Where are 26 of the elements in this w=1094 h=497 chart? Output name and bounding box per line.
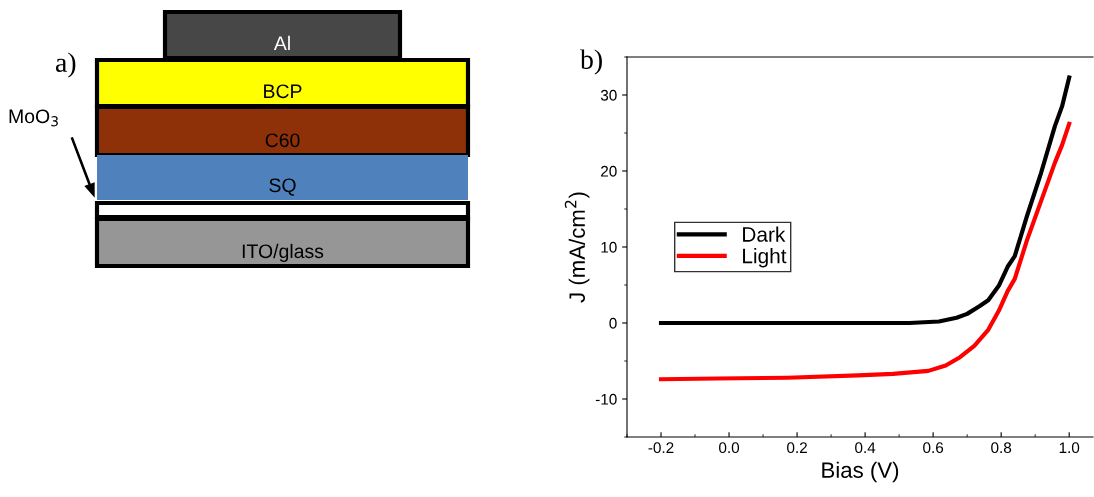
y-tick-label: 30 [600,89,617,101]
text: SQ [269,178,296,196]
x-tick-label: 0.6 [923,442,944,454]
legend-label: Dark [743,226,786,242]
y-tick-label: 20 [601,165,617,177]
text: Al [273,35,290,50]
line-series [658,121,1072,382]
x-axis-title: Bias (V) [822,461,899,483]
text: C60 [265,133,300,148]
line-series [658,75,1072,326]
y-axis-title: J (mA/cm$^{2}$) [564,192,590,303]
x-tick-label: 1.0 [1059,442,1080,454]
y-tick-label: 10 [601,241,617,253]
y-tick-label: -10 [595,393,617,405]
text: MoO$_{3}$ [9,109,58,127]
y-tick-label: 0 [609,317,617,329]
x-tick-label: 0.4 [855,442,876,454]
text: BCP [264,84,302,99]
x-tick-label: 0.0 [719,442,740,454]
text: a) [55,52,76,78]
x-tick-label: 0.2 [787,442,807,454]
x-tick-label: -0.2 [648,442,674,454]
chart-title: b) [580,49,602,75]
text: ITO/glass [242,243,324,262]
x-tick-label: 0.8 [991,442,1012,454]
legend-label: Light [743,248,787,268]
